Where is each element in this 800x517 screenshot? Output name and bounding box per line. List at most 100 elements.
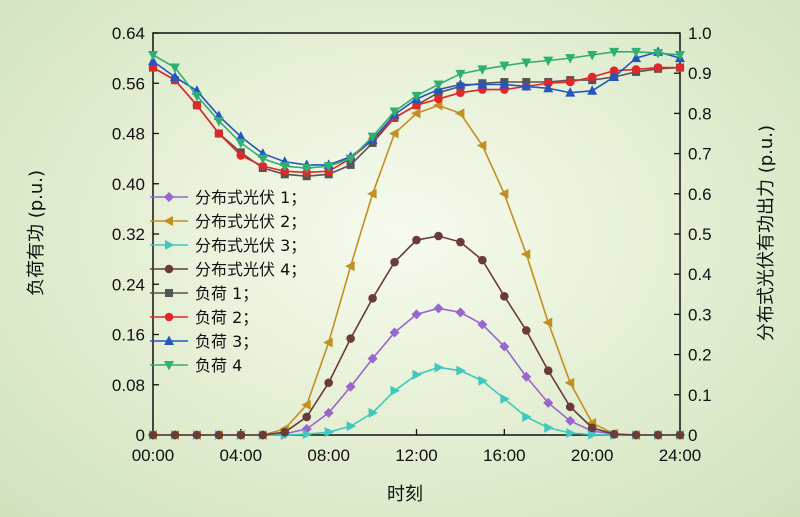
series-line [152, 66, 681, 178]
left-y-tick-label: 0.32 [112, 225, 145, 244]
legend-label: 负荷 4 [195, 356, 242, 375]
left-y-tick-label: 0.48 [112, 125, 145, 144]
data-point [367, 353, 378, 364]
data-point [476, 140, 487, 151]
data-point [477, 319, 488, 330]
data-point [521, 58, 532, 69]
left-y-tick-label: 0.56 [112, 74, 145, 93]
data-point [455, 69, 466, 80]
data-point [456, 88, 465, 97]
data-point [214, 430, 224, 440]
data-point [214, 129, 224, 138]
legend-label: 分布式光伏 4； [195, 260, 306, 279]
data-point [434, 94, 443, 104]
data-point [235, 131, 246, 141]
data-point [675, 63, 685, 72]
data-point [412, 235, 421, 245]
x-tick-label: 08:00 [307, 446, 350, 465]
data-point [543, 82, 554, 93]
legend-label: 分布式光伏 2； [195, 212, 306, 231]
data-point [258, 161, 268, 171]
data-point [323, 162, 334, 172]
data-point [280, 427, 290, 437]
data-point [235, 138, 246, 149]
data-point [499, 61, 510, 72]
right-y-tick-label: 0.8 [688, 104, 712, 123]
data-point [565, 54, 576, 64]
data-point [301, 164, 312, 174]
legend-marker [164, 264, 174, 274]
right-y-axis-label: 分布式光伏有功出力 (p.u.) [756, 125, 777, 341]
data-point [236, 151, 246, 160]
data-point [522, 411, 532, 422]
right-y-tick-label: 0.1 [688, 386, 712, 405]
data-point [565, 402, 575, 412]
data-point [367, 132, 378, 143]
legend-marker [165, 240, 175, 250]
data-point [323, 407, 334, 418]
data-point [587, 85, 598, 95]
data-point [148, 63, 158, 72]
legend-label: 负荷 1； [195, 284, 258, 303]
data-point [456, 237, 465, 247]
data-point [565, 415, 576, 426]
x-axis-label: 时刻 [387, 484, 423, 505]
left-y-tick-label: 0.24 [112, 275, 145, 294]
x-tick-label: 04:00 [220, 446, 263, 465]
data-point [587, 50, 598, 61]
legend-marker [164, 192, 174, 202]
data-point [521, 371, 532, 382]
data-point [412, 100, 421, 110]
data-point [587, 423, 597, 433]
data-point [675, 430, 685, 440]
right-y-tick-label: 0.3 [688, 305, 712, 324]
data-point [411, 108, 421, 119]
data-point [609, 66, 619, 75]
data-point [302, 429, 313, 440]
data-point [411, 309, 422, 320]
series-line [152, 66, 680, 174]
data-point [543, 397, 554, 408]
data-point [389, 327, 400, 338]
data-point [279, 162, 290, 172]
data-point [478, 255, 487, 265]
data-point [631, 430, 641, 440]
data-point [631, 65, 641, 74]
data-point [191, 91, 202, 102]
data-point [169, 63, 180, 74]
data-point [477, 79, 488, 89]
data-point [433, 303, 444, 314]
data-point [521, 80, 532, 91]
x-tick-label: 20:00 [571, 446, 614, 465]
data-point [213, 116, 224, 127]
left-y-axis-label: 负荷有功 (p.u.) [26, 170, 47, 296]
data-point [520, 249, 531, 260]
x-tick-label: 16:00 [483, 446, 526, 465]
data-point [192, 100, 202, 110]
data-point [565, 87, 576, 97]
data-point [434, 362, 444, 373]
data-point [498, 188, 509, 199]
data-point [566, 427, 576, 438]
data-point [434, 231, 443, 241]
legend-marker [163, 216, 173, 226]
legend-label: 负荷 2； [195, 308, 258, 327]
data-point [565, 77, 575, 87]
data-point [609, 429, 619, 439]
data-point [500, 393, 510, 404]
data-point [367, 188, 377, 199]
data-point [346, 421, 357, 432]
data-point [456, 365, 466, 376]
data-point [323, 337, 333, 348]
data-point [653, 49, 664, 59]
data-point [653, 430, 663, 440]
data-point [631, 52, 642, 63]
right-y-tick-label: 0.4 [688, 265, 712, 284]
data-point [346, 160, 355, 169]
x-tick-label: 00:00 [132, 446, 175, 465]
x-tick-label: 24:00 [659, 446, 702, 465]
data-point [302, 412, 312, 422]
data-point [257, 154, 268, 165]
left-y-tick-label: 0.16 [112, 326, 145, 345]
data-point [301, 399, 311, 410]
